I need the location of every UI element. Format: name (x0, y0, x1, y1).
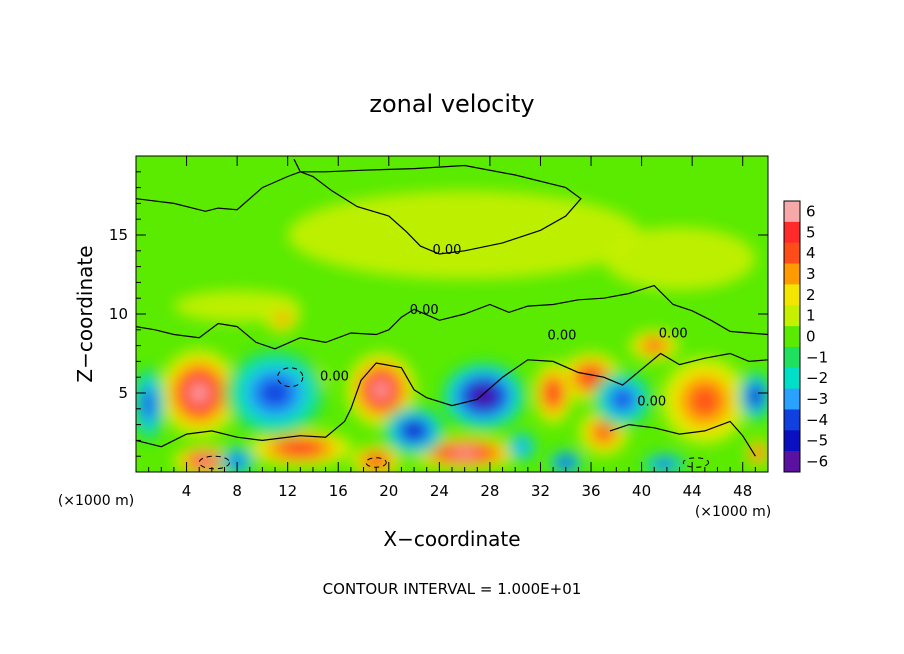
zero-contours: 0.00 0.00 0.00 0.00 0.00 0.00 (136, 158, 768, 470)
velocity-cell-25-level-1 (287, 190, 642, 280)
negative-contour-3 (277, 367, 304, 388)
x-tick-label-9: 40 (632, 482, 651, 500)
velocity-cell-9-level-4 (689, 385, 721, 417)
colorbar-swatch-6 (784, 326, 800, 348)
y-tick-label-2: 15 (109, 226, 128, 244)
negative-contour-4 (682, 457, 710, 468)
velocity-cell-23-level-3 (514, 439, 529, 454)
velocity-cell-0-level-6 (189, 382, 210, 404)
y-tick-label-0: 5 (118, 384, 128, 402)
colorbar-swatch-12 (784, 451, 800, 473)
velocity-cell-8-level-5 (547, 383, 559, 403)
colorbar-label-7: −1 (806, 348, 828, 366)
x-tick-label-11: 48 (733, 482, 752, 500)
colorbar-swatch-5 (784, 305, 800, 327)
colorbar-label-1: 5 (806, 223, 816, 241)
colorbar-label-12: −6 (806, 453, 828, 471)
colorbar-swatch-3 (784, 263, 800, 285)
x-tick-label-3: 16 (329, 482, 348, 500)
velocity-cell-3-level-5 (285, 442, 316, 454)
colorbar-label-11: −5 (806, 432, 828, 450)
colorbar-label-0: 6 (806, 202, 816, 220)
colorbar-label-6: 0 (806, 328, 816, 346)
colorbar-swatch-4 (784, 284, 800, 306)
velocity-cell-4-level-6 (372, 380, 390, 400)
plot-area: 0.00 0.00 0.00 0.00 0.00 0.00 (136, 156, 768, 472)
colorbar: 6 5 4 3 2 1 0 −1 −2 −3 −4 −5 −6 (783, 200, 828, 473)
velocity-cell-5-level-5 (368, 456, 384, 466)
contour-label-4: 0.00 (659, 327, 688, 342)
x-tick-label-0: 4 (182, 482, 192, 500)
velocity-cell-10-level-4 (594, 424, 613, 441)
chart-title: zonal velocity (369, 90, 534, 118)
x-tick-label-5: 24 (430, 482, 449, 500)
colorbar-label-10: −4 (806, 411, 828, 429)
x-unit-right: (×1000 m) (695, 504, 771, 520)
velocity-cell-22-level-5 (750, 388, 761, 404)
colorbar-label-4: 2 (806, 286, 816, 304)
contour-label-3: 0.00 (320, 369, 349, 384)
contour-label-0: 0.00 (432, 243, 461, 258)
colorbar-label-9: −3 (806, 390, 828, 408)
colorbar-label-5: 1 (806, 307, 816, 325)
contour-upper (136, 158, 582, 255)
x-tick-label-1: 8 (232, 482, 242, 500)
velocity-cell-24-level-1 (173, 290, 301, 322)
velocity-cell-15-level-6 (473, 387, 495, 405)
colorbar-swatch-8 (784, 367, 800, 389)
velocity-cell-18-level-4 (230, 455, 244, 467)
colorbar-swatch-11 (784, 430, 800, 452)
velocity-cell-26-level-1 (603, 227, 756, 291)
colorbar-swatch-7 (784, 346, 800, 369)
x-tick-label-8: 36 (581, 482, 600, 500)
x-tick-label-4: 20 (379, 482, 398, 500)
velocity-cell-6-level-6 (450, 448, 479, 458)
x-tick-label-6: 28 (480, 482, 499, 500)
velocity-cell-7-level-5 (582, 369, 601, 385)
x-unit-left: (×1000 m) (58, 493, 134, 509)
x-tick-label-7: 32 (531, 482, 550, 500)
velocity-cell-21-level-4 (656, 460, 673, 468)
x-axis-title: X−coordinate (383, 527, 520, 551)
x-tick-label-10: 44 (683, 482, 702, 500)
velocity-cell-13-level-5 (754, 448, 762, 458)
contour-label-1: 0.00 (410, 303, 439, 318)
velocity-cell-19-level-4 (612, 389, 634, 410)
negative-contour-1 (198, 455, 231, 470)
colorbar-frame (783, 200, 801, 473)
contour-label-5: 0.00 (637, 395, 666, 410)
y-axis-title: Z−coordinate (73, 245, 97, 382)
velocity-cell-17-level-4 (142, 390, 155, 418)
contour-lower (136, 352, 768, 448)
velocity-cell-14-level-4 (257, 377, 293, 409)
velocity-field (136, 190, 768, 472)
velocity-cell-20-level-5 (560, 458, 571, 467)
y-tick-label-1: 10 (109, 305, 128, 323)
x-tick-label-2: 12 (278, 482, 297, 500)
y-axis: 5 10 15 (109, 171, 768, 457)
colorbar-swatch-2 (784, 242, 800, 264)
colorbar-swatch-9 (784, 388, 800, 410)
contour-bottom-right (609, 420, 756, 457)
contour-label-2: 0.00 (547, 328, 576, 343)
colorbar-label-2: 4 (806, 244, 816, 262)
contour-interval-note: CONTOUR INTERVAL = 1.000E+01 (323, 580, 582, 598)
velocity-cell-12-level-4 (645, 340, 664, 352)
velocity-cell-16-level-5 (405, 423, 424, 439)
colorbar-swatch-1 (784, 221, 800, 243)
colorbar-label-8: −2 (806, 369, 828, 387)
colorbar-swatch-10 (784, 409, 800, 431)
x-axis: 4 8 12 16 20 24 28 32 36 40 44 48 (148, 156, 756, 500)
contour-middle (136, 284, 768, 350)
colorbar-label-3: 3 (806, 265, 816, 283)
colorbar-swatch-0 (784, 201, 800, 223)
